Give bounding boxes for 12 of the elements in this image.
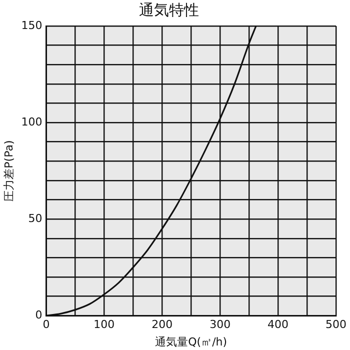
x-tick-label: 500 — [326, 318, 346, 332]
y-tick-label: 150 — [21, 18, 42, 32]
x-tick-label: 400 — [268, 318, 289, 332]
y-axis-title: 圧力差P(Pa) — [2, 140, 16, 202]
y-tick-label: 100 — [21, 115, 42, 128]
y-tick-label: 50 — [28, 212, 42, 225]
x-axis-title: 通気量Q(㎥/h) — [155, 335, 228, 348]
x-tick-label: 300 — [210, 318, 231, 332]
y-tick-label: 0 — [35, 308, 42, 322]
x-tick-label: 200 — [152, 318, 173, 332]
chart-title: 通気特性 — [139, 0, 199, 19]
x-tick-label: 100 — [94, 318, 115, 332]
